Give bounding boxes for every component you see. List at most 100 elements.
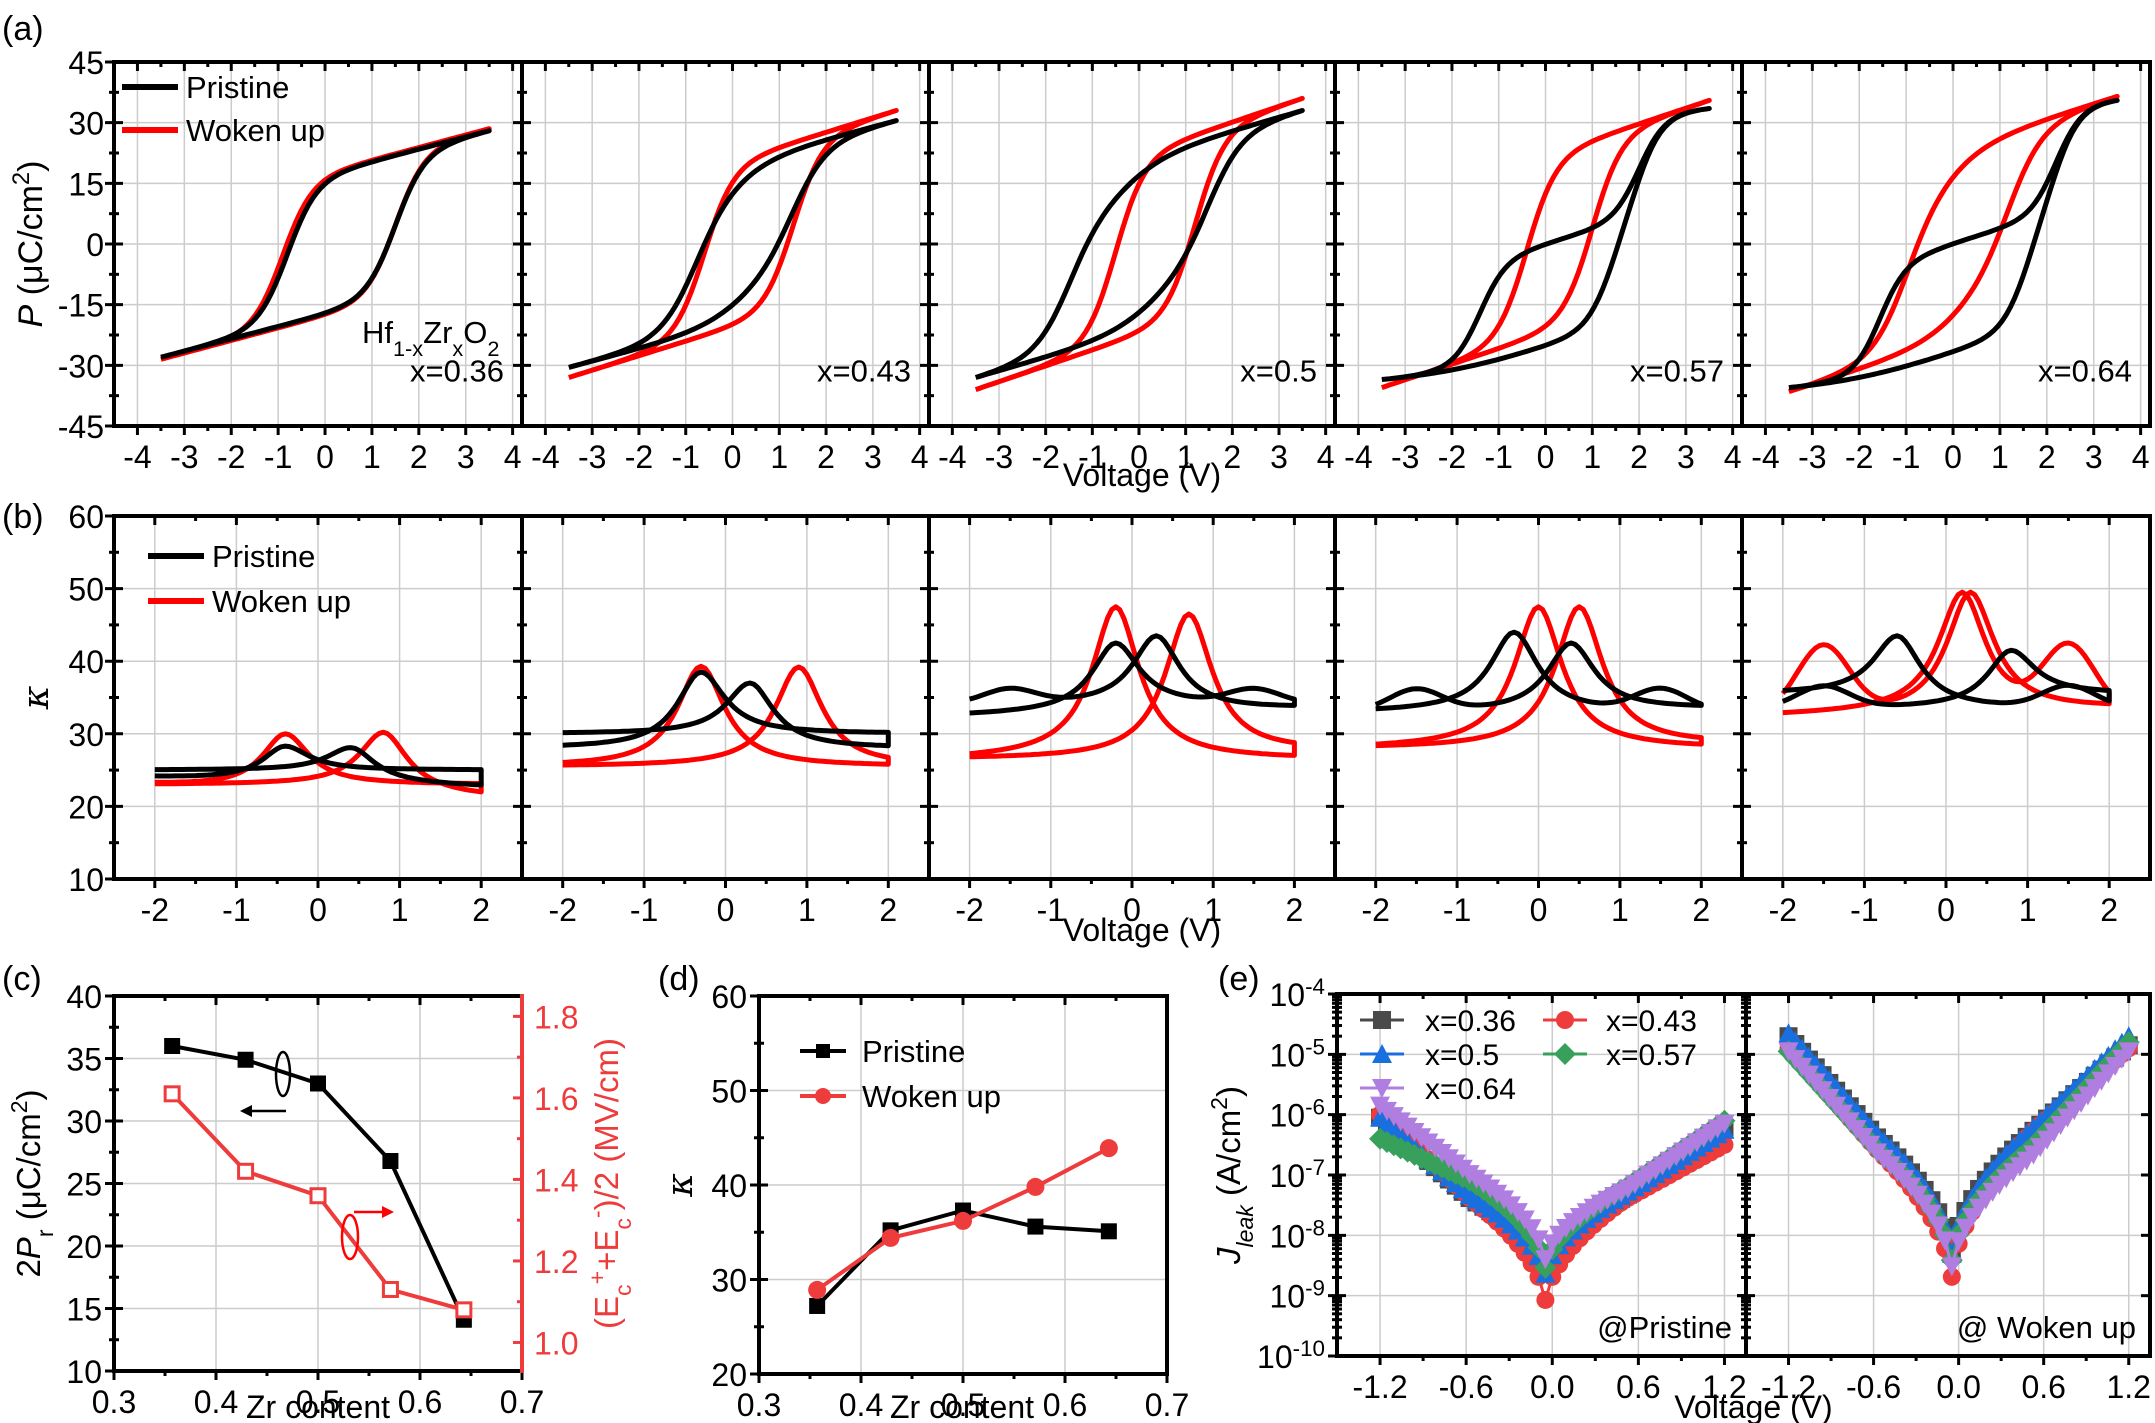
subplot-a-4: -4 -3 -2 -1 0 1 2 3 4 x=0.57 (1326, 60, 1744, 475)
subplot-b-1: -2 -1 0 1 2 (105, 514, 524, 928)
marker-woken-up (1099, 1139, 1118, 1158)
pristine-cv-curve (968, 633, 1297, 716)
text-part: -6 (1305, 1094, 1325, 1119)
pristine-cv-curve (562, 669, 891, 749)
x-tick-label: 0.3 (92, 1384, 136, 1420)
legend-label: x=0.64 (1425, 1073, 1516, 1106)
x-tick-label: 0.3 (737, 1387, 781, 1423)
leakage-marker (1714, 1114, 1735, 1134)
woken-up-loop (1788, 93, 2120, 394)
x-tick-label: 3 (864, 439, 882, 475)
x-tick-label: -4 (1751, 439, 1779, 475)
x-tick-label: -1 (222, 892, 250, 928)
plot-frame (757, 994, 1169, 1376)
arrow-right-icon (382, 1206, 394, 1218)
y-right-tick-label: 1.0 (534, 1325, 578, 1361)
marker-woken-up (808, 1280, 827, 1299)
legend-marker-woken-up (815, 1088, 831, 1104)
leakage-marker (1942, 1267, 1961, 1286)
x-tick-label: 1 (1611, 892, 1629, 928)
legend-a: Pristine Woken up (122, 70, 325, 148)
text-part: c (610, 1218, 636, 1230)
y-axis-label-b: κ (16, 685, 57, 710)
x-tick-label: 0.5 (941, 1387, 985, 1423)
pristine-cv-curve (1781, 633, 2112, 708)
y-tick-label: 10-4 (1269, 974, 1325, 1014)
text-part: P (10, 1237, 47, 1259)
text-part: -10 (1293, 1336, 1325, 1361)
y-tick-label: 30 (68, 106, 104, 142)
y-tick-label: -45 (58, 409, 104, 445)
x-axis-label-a: Voltage (V) (1063, 457, 1221, 493)
text-part: 10 (1257, 1339, 1293, 1375)
plot-frame (1740, 514, 2152, 881)
x-tick-label: 2 (1692, 892, 1710, 928)
x-tick-label: 1 (2019, 892, 2037, 928)
pristine-cv-curve (154, 743, 484, 788)
marker-pristine (809, 1297, 826, 1314)
x-tick-label: 0.6 (1043, 1387, 1087, 1423)
x-tick-label: 1.2 (2106, 1369, 2150, 1405)
y-tick-label: 20 (66, 1229, 102, 1265)
legend-label: x=0.5 (1425, 1039, 1499, 1072)
x-tick-label: -1 (1443, 892, 1471, 928)
text-part: -7 (1305, 1155, 1325, 1180)
ylabel-sup: 2 (8, 172, 35, 185)
x-tick-label: 1.2 (1702, 1369, 1746, 1405)
x-tick-label: -2 (1031, 439, 1059, 475)
x-tick-label: 2 (879, 892, 897, 928)
x-tick-label: -2 (1438, 439, 1466, 475)
leakage-marker (1941, 1257, 1962, 1277)
x-tick-label: 2 (410, 439, 428, 475)
panel-label-a: (a) (2, 10, 44, 48)
text-part: Zr (423, 315, 452, 350)
text-part: leak (1232, 1204, 1258, 1248)
x-tick-label: 1 (1204, 892, 1222, 928)
x-tick-label: 3 (1677, 439, 1695, 475)
subplot-b-3: -2 -1 0 1 2 (920, 514, 1337, 928)
y-right-tick-label: 1.6 (534, 1081, 578, 1117)
y-axis-label-d: κ (660, 1173, 701, 1198)
composition-label: x=0.57 (1630, 353, 1724, 388)
y-tick-label: 50 (68, 572, 104, 608)
legend-marker (1372, 1079, 1392, 1098)
legend-label-pristine: Pristine (862, 1034, 965, 1069)
text-part: 2 (10, 1259, 47, 1277)
y-tick-label: 30 (66, 1104, 102, 1140)
y-tick-label: 30 (68, 717, 104, 753)
marker-ec (163, 1085, 181, 1103)
y-tick-label: 40 (66, 979, 102, 1015)
ylabel-close: ) (12, 161, 50, 172)
x-tick-label: 1 (391, 892, 409, 928)
x-tick-label: -1 (1850, 892, 1878, 928)
y-tick-label: 10-7 (1269, 1155, 1325, 1195)
marker-pristine (1027, 1218, 1044, 1235)
x-tick-label: -2 (1845, 439, 1873, 475)
text-part: 10 (1269, 1158, 1305, 1194)
subplot-a-3: -4 -3 -2 -1 0 1 2 3 4 x=0.5 (920, 60, 1337, 475)
legend-label: x=0.43 (1606, 1005, 1697, 1038)
y-right-tick-label: 1.4 (534, 1162, 578, 1198)
text-part: (A/cm (1210, 1110, 1247, 1205)
legend-marker (1372, 1044, 1392, 1063)
panel-label-b: (b) (2, 498, 44, 536)
legend-label-pristine: Pristine (212, 539, 315, 574)
legend-label-woken-up: Woken up (186, 113, 325, 148)
y-axis-label-c: 2Pr (μC/cm2) (6, 1089, 58, 1277)
x-tick-label: -2 (141, 892, 169, 928)
y-tick-label: 60 (68, 499, 104, 535)
x-tick-label: -0.6 (1439, 1369, 1494, 1405)
text-part: -8 (1305, 1215, 1325, 1240)
x-tick-label: 0.6 (2021, 1369, 2065, 1405)
subplot-b-5: -2 -1 0 1 2 (1733, 514, 2152, 928)
x-tick-label: 1 (1583, 439, 1601, 475)
marker-ec (309, 1187, 327, 1205)
y-axis-label-e: Jleak (A/cm2) (1206, 1086, 1258, 1265)
woken-up-cv-curve (154, 729, 484, 795)
x-tick-label: -3 (170, 439, 198, 475)
x-tick-label: 2 (472, 892, 490, 928)
x-tick-label: -3 (578, 439, 606, 475)
x-tick-label: 0.5 (296, 1384, 340, 1420)
x-tick-label: 1 (1991, 439, 2009, 475)
